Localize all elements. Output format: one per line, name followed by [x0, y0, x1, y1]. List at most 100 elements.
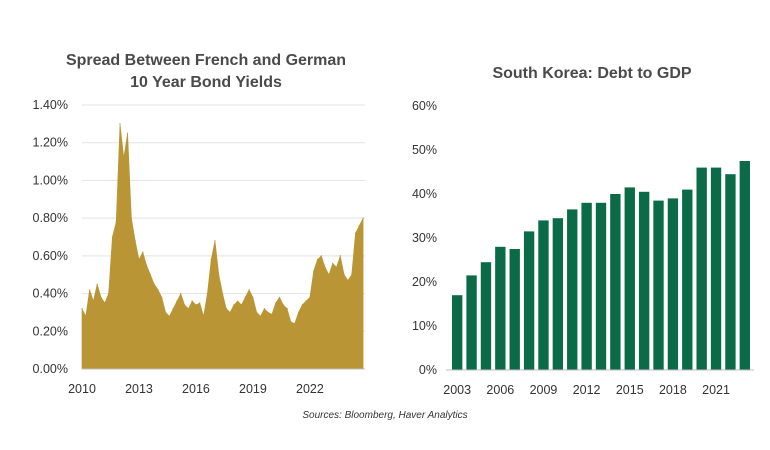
spread-data-point [199, 302, 201, 304]
debt-bar-2017 [653, 200, 664, 370]
spread-data-point [149, 274, 151, 276]
spread-data-point [362, 217, 364, 219]
right-x-tick-label: 2003 [443, 383, 471, 397]
left-chart-title-line-1: Spread Between French and German [66, 52, 346, 69]
debt-bar-2023 [739, 161, 750, 370]
spread-data-point [187, 308, 189, 310]
left-x-tick-label: 2016 [182, 382, 210, 396]
spread-data-point [259, 315, 262, 317]
debt-bar-2013 [595, 202, 607, 370]
spread-data-point [142, 251, 144, 253]
spread-data-point [252, 296, 254, 298]
spread-data-point [244, 296, 246, 298]
left-y-tick-label: 1.00% [33, 173, 68, 187]
spread-data-point [347, 279, 349, 281]
right-y-tick-label: 50% [412, 143, 437, 157]
left-chart-title-line-2: 10 Year Bond Yields [130, 74, 282, 91]
debt-bar-2016 [638, 191, 650, 370]
spread-data-point [104, 302, 106, 304]
spread-data-point [339, 255, 341, 257]
right-x-tick-label: 2015 [616, 383, 644, 397]
spread-data-point [351, 274, 353, 276]
spread-data-point [119, 123, 121, 125]
spread-data-point [248, 289, 250, 291]
spread-data-point [138, 259, 140, 261]
spread-data-point [282, 304, 284, 306]
debt-bar-2008 [523, 231, 535, 370]
right-y-tick-label: 40% [412, 187, 437, 201]
spread-data-point [206, 292, 208, 295]
spread-data-point [286, 308, 288, 310]
spread-data-point [309, 296, 311, 298]
spread-data-point [161, 296, 163, 298]
left-y-tick-label: 1.40% [33, 98, 68, 112]
spread-data-point [145, 264, 148, 266]
spread-data-point [157, 289, 159, 291]
left-y-tick-label: 1.20% [33, 136, 68, 150]
right-x-tick-label: 2009 [530, 383, 558, 397]
right-x-tick-label: 2021 [702, 383, 730, 397]
spread-data-point [267, 311, 269, 314]
korea-debt-chart: South Korea: Debt to GDP 0% 10% 20% 30% 40% 5… [412, 65, 754, 397]
debt-bar-2018 [667, 198, 679, 370]
right-x-tick-label: 2006 [486, 383, 514, 397]
debt-bar-2020 [696, 167, 707, 370]
spread-data-point [320, 255, 322, 257]
right-y-tick-label: 20% [412, 275, 437, 289]
debt-bar-2003 [452, 295, 463, 370]
right-x-tick-label: 2018 [659, 383, 687, 397]
spread-data-point [358, 225, 360, 227]
right-y-tick-label: 60% [412, 99, 437, 113]
left-x-tick-label: 2010 [68, 382, 96, 396]
spread-data-point [115, 221, 117, 223]
right-y-tick-label: 0% [419, 363, 437, 377]
left-x-tick-label: 2022 [296, 382, 324, 396]
spread-data-point [324, 266, 326, 268]
right-y-tick-label: 30% [412, 231, 437, 245]
right-y-tick-label: 10% [412, 319, 437, 333]
left-y-tick-label: 0.40% [33, 287, 68, 301]
spread-data-point [81, 308, 83, 310]
spread-data-point [85, 315, 87, 317]
debt-bar-2005 [480, 262, 492, 370]
spread-data-point [275, 302, 277, 304]
spread-data-point [191, 300, 193, 302]
spread-data-point [168, 315, 170, 317]
spread-data-point [202, 315, 205, 317]
spread-data-point [153, 283, 155, 285]
spread-data-point [88, 289, 91, 291]
right-x-tick-label: 2012 [573, 383, 601, 397]
left-y-tick-label: 0.80% [33, 211, 68, 225]
spread-data-point [100, 296, 102, 298]
left-y-tick-label: 0.60% [33, 249, 68, 263]
spread-data-point [134, 240, 136, 242]
spread-data-point [305, 300, 307, 302]
spread-data-point [332, 262, 334, 264]
spread-area [81, 123, 364, 370]
spread-data-point [218, 274, 220, 276]
spread-data-point [343, 274, 345, 276]
spread-data-point [294, 323, 296, 325]
spread-data-point [221, 292, 224, 295]
spread-data-point [240, 304, 243, 306]
left-x-tick-label: 2013 [125, 382, 153, 396]
debt-bar-2021 [710, 167, 722, 370]
spread-data-point [130, 217, 132, 219]
spread-data-point [297, 311, 300, 314]
spread-data-point [233, 304, 235, 306]
spread-data-point [229, 311, 231, 314]
spread-data-point [123, 157, 125, 159]
spread-data-point [316, 259, 319, 261]
spread-data-point [214, 240, 216, 242]
debt-bar-2006 [495, 246, 506, 370]
left-y-tick-label: 0.20% [33, 324, 68, 338]
spread-data-point [278, 296, 281, 298]
right-chart-title: South Korea: Debt to GDP [492, 65, 691, 82]
left-x-tick-label: 2019 [239, 382, 267, 396]
spread-data-point [172, 308, 174, 310]
spread-data-point [111, 236, 113, 238]
spread-data-point [210, 259, 212, 261]
spread-data-point [176, 300, 178, 302]
